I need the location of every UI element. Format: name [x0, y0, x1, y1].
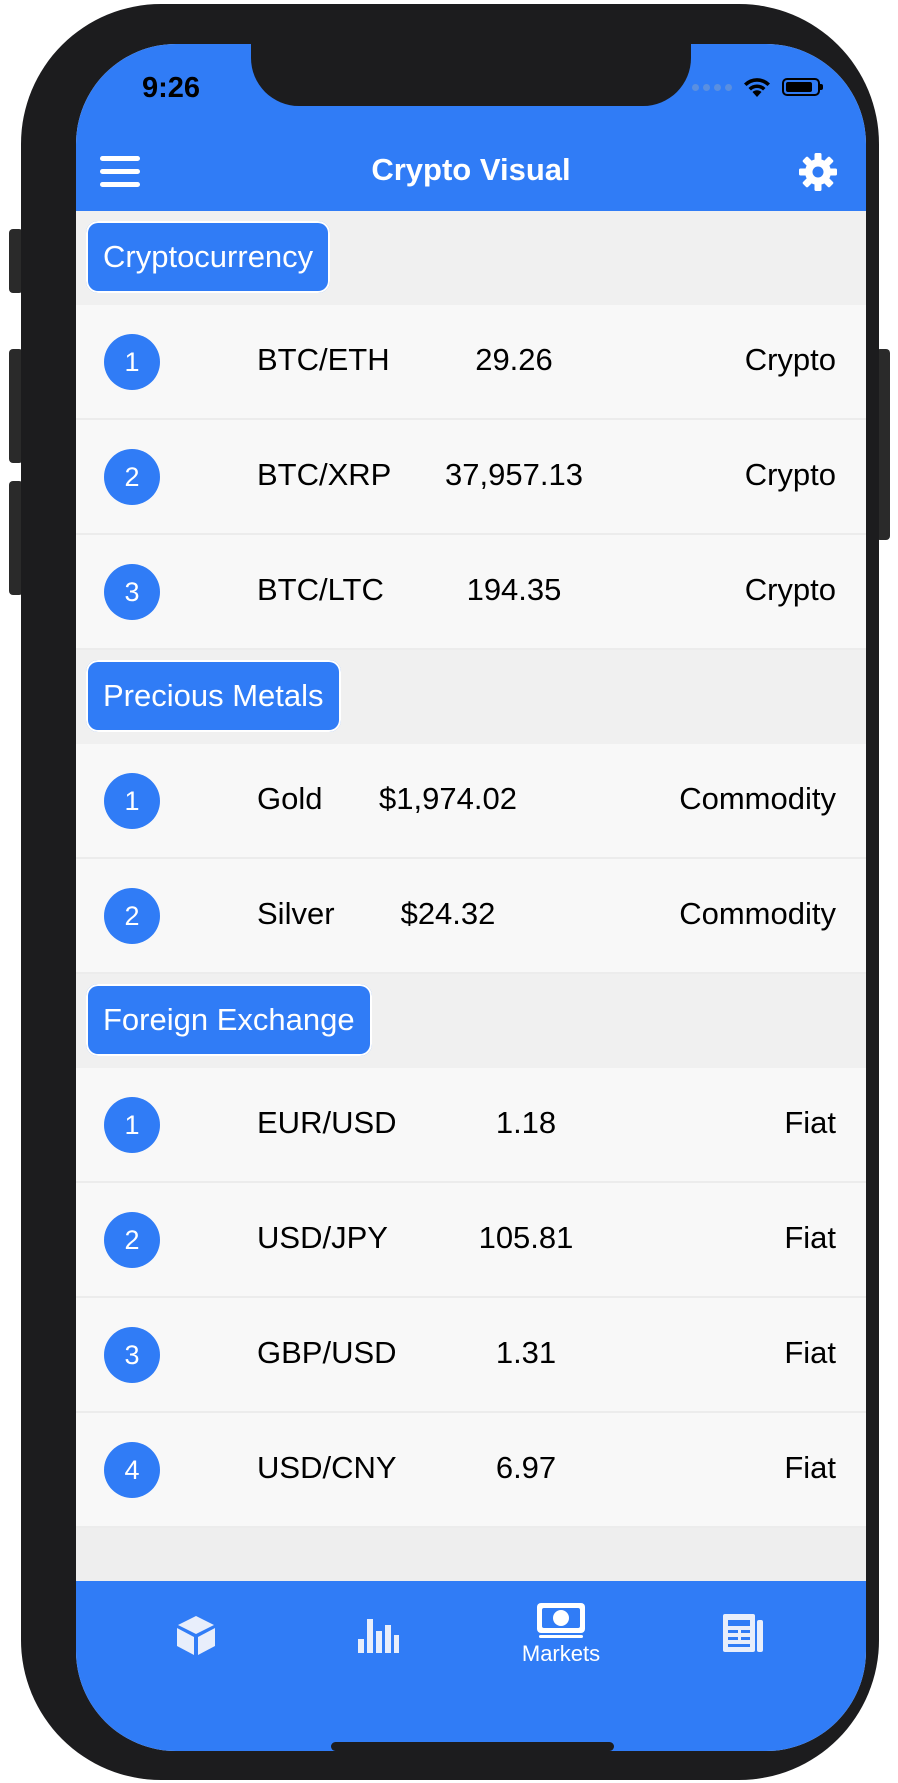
rank-badge: 1 [104, 1097, 160, 1153]
asset-type: Fiat [784, 1450, 836, 1485]
price-value: 1.31 [495, 1335, 557, 1370]
status-icons [692, 76, 823, 98]
asset-type: Commodity [679, 781, 836, 816]
list-item[interactable]: 1 Gold $1,974.02 Commodity [76, 744, 866, 859]
rank-badge: 3 [104, 1327, 160, 1383]
signal-icon [692, 83, 732, 91]
bar-chart-icon [358, 1619, 399, 1653]
pair-name: Gold [257, 781, 323, 816]
volume-up-button [9, 349, 23, 463]
price-value: 105.81 [478, 1220, 574, 1255]
section-title: Foreign Exchange [86, 984, 372, 1056]
list-item[interactable]: 3 GBP/USD 1.31 Fiat [76, 1298, 866, 1413]
hamburger-menu-icon[interactable] [100, 156, 140, 188]
pair-name: GBP/USD [257, 1335, 397, 1370]
asset-type: Fiat [784, 1220, 836, 1255]
notch [251, 44, 691, 106]
section-title: Precious Metals [86, 660, 341, 732]
asset-type: Commodity [679, 896, 836, 931]
list-item[interactable]: 2 Silver $24.32 Commodity [76, 859, 866, 974]
pair-name: EUR/USD [257, 1105, 397, 1140]
pair-name: USD/JPY [257, 1220, 388, 1255]
volume-down-button [9, 481, 23, 595]
asset-type: Crypto [744, 572, 836, 607]
nav-bar: Crypto Visual [76, 144, 866, 211]
list-item[interactable]: 4 USD/CNY 6.97 Fiat [76, 1413, 866, 1528]
status-time: 9:26 [142, 72, 201, 104]
list-item[interactable]: 1 EUR/USD 1.18 Fiat [76, 1068, 866, 1183]
section-header-foreign-exchange: Foreign Exchange [76, 974, 866, 1068]
price-value: 6.97 [495, 1450, 557, 1485]
cube-icon [177, 1616, 215, 1655]
money-icon [537, 1603, 585, 1638]
price-value: 37,957.13 [445, 457, 583, 492]
home-indicator[interactable] [331, 1742, 614, 1751]
list-item[interactable]: 3 BTC/LTC 194.35 Crypto [76, 535, 866, 650]
rank-badge: 1 [104, 334, 160, 390]
pair-name: USD/CNY [257, 1450, 397, 1485]
tab-label-markets: Markets [521, 1641, 601, 1666]
pair-name: BTC/XRP [257, 457, 392, 492]
wifi-icon [744, 78, 770, 97]
newspaper-icon [723, 1614, 763, 1652]
rank-badge: 2 [104, 1212, 160, 1268]
gear-icon[interactable] [798, 152, 838, 192]
battery-icon [782, 78, 823, 96]
rank-badge: 2 [104, 449, 160, 505]
rank-badge: 4 [104, 1442, 160, 1498]
section-header-cryptocurrency: Cryptocurrency [76, 211, 866, 305]
tab-charts[interactable] [288, 1581, 468, 1691]
top-bar: 9:26 Crypto Visual [76, 44, 866, 211]
pair-name: BTC/LTC [257, 572, 384, 607]
market-list: Cryptocurrency 1 BTC/ETH 29.26 Crypto 2 … [76, 211, 866, 1581]
tab-cube[interactable] [106, 1581, 286, 1691]
list-item[interactable]: 2 USD/JPY 105.81 Fiat [76, 1183, 866, 1298]
pair-name: BTC/ETH [257, 342, 390, 377]
tab-bar: Markets [76, 1581, 866, 1751]
tab-news[interactable] [653, 1581, 833, 1691]
mute-switch [9, 229, 23, 293]
asset-type: Crypto [744, 457, 836, 492]
price-value: 29.26 [475, 342, 553, 377]
section-header-precious-metals: Precious Metals [76, 650, 866, 744]
rank-badge: 2 [104, 888, 160, 944]
rank-badge: 3 [104, 564, 160, 620]
price-value: $24.32 [400, 896, 496, 931]
list-item[interactable]: 1 BTC/ETH 29.26 Crypto [76, 305, 866, 420]
pair-name: Silver [257, 896, 335, 931]
price-value: 194.35 [466, 572, 562, 607]
section-title: Cryptocurrency [86, 221, 331, 293]
power-button [876, 349, 890, 540]
tab-markets[interactable]: Markets [471, 1581, 651, 1691]
phone-frame: 9:26 Crypto Visual [21, 4, 879, 1780]
asset-type: Fiat [784, 1335, 836, 1370]
asset-type: Crypto [744, 342, 836, 377]
asset-type: Fiat [784, 1105, 836, 1140]
price-value: $1,974.02 [379, 781, 517, 816]
rank-badge: 1 [104, 773, 160, 829]
page-title: Crypto Visual [371, 152, 571, 187]
price-value: 1.18 [495, 1105, 557, 1140]
screen: 9:26 Crypto Visual [76, 44, 866, 1751]
list-item[interactable]: 2 BTC/XRP 37,957.13 Crypto [76, 420, 866, 535]
